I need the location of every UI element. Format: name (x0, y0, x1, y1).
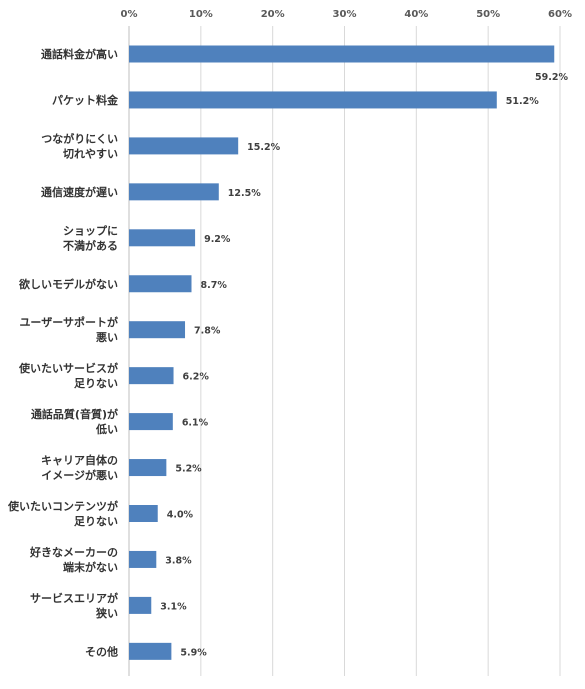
bar (129, 505, 158, 522)
data-label: 4.0% (167, 510, 194, 521)
category-label-line: つながりにくい (41, 131, 118, 145)
data-label: 8.7% (200, 280, 227, 291)
category-label-line: 好きなメーカーの (29, 545, 118, 559)
bar (129, 367, 174, 385)
category-label: 使いたいサービスが足りない (18, 361, 118, 390)
category-label: サービスエリアが狭い (30, 591, 118, 620)
data-label: 3.1% (160, 601, 187, 612)
x-tick-label: 20% (261, 9, 285, 20)
category-label: 通信速度が遅い (41, 185, 118, 199)
category-label: 使いたいコンテンツが足りない (7, 499, 118, 528)
bars (129, 45, 555, 660)
data-label: 6.2% (183, 372, 210, 383)
category-label-line: 通信速度が遅い (41, 185, 118, 199)
category-label-line: 足りない (74, 515, 118, 528)
data-label: 51.2% (506, 96, 539, 107)
category-label-line: キャリア自体の (41, 453, 118, 467)
data-labels: 59.2% 51.2% 15.2% 12.5% 9.2% 8.7% 7.8% 6.2% 6.1%… (160, 72, 568, 658)
category-label: 通話料金が高い (41, 47, 118, 61)
category-label: つながりにくい切れやすい (41, 131, 118, 160)
x-tick-label: 30% (333, 9, 357, 20)
category-label-line: 悪い (96, 331, 118, 344)
bar (129, 137, 239, 155)
category-label-line: 低い (95, 422, 118, 436)
data-label: 5.2% (175, 464, 202, 475)
category-label: 通話品質(音質)が低い (31, 407, 118, 436)
category-label: キャリア自体のイメージが悪い (41, 453, 118, 482)
category-label-line: 通話品質(音質)が (31, 407, 118, 421)
category-label: 欲しいモデルがない (18, 277, 118, 291)
bar (129, 275, 192, 293)
x-axis-ticks: 0% 10% 20% 30% 40% 50% 60% (121, 9, 572, 20)
category-label-line: 切れやすい (63, 147, 118, 160)
x-tick-label: 60% (548, 9, 572, 20)
category-label-line: 狭い (95, 606, 118, 620)
gridlines (128, 26, 561, 676)
bar (129, 459, 167, 477)
category-label-line: 使いたいサービスが (18, 361, 118, 375)
bar (129, 596, 152, 614)
category-label-line: 通話料金が高い (41, 47, 118, 61)
data-label: 5.9% (180, 647, 207, 658)
x-tick-label: 50% (476, 9, 500, 20)
category-label: その他 (85, 644, 118, 658)
category-label-line: 使いたいコンテンツが (7, 499, 118, 513)
category-label-line: パケット料金 (52, 93, 119, 107)
bar (129, 550, 157, 568)
bar (129, 91, 497, 109)
x-tick-label: 0% (121, 9, 138, 20)
category-label-line: ショップに (63, 223, 118, 237)
data-label: 9.2% (204, 234, 231, 245)
category-label-line: 足りない (74, 377, 118, 390)
data-label: 6.1% (182, 418, 209, 429)
category-label: 好きなメーカーの端末がない (29, 545, 118, 574)
bar (129, 321, 186, 339)
category-label-line: その他 (85, 644, 118, 658)
category-label: ユーザーサポートが悪い (19, 315, 118, 344)
category-label: パケット料金 (52, 93, 119, 107)
category-label-line: イメージが悪い (41, 468, 118, 482)
data-label: 7.8% (194, 326, 221, 337)
bar (129, 229, 196, 247)
x-tick-label: 10% (189, 9, 213, 20)
category-labels: 通話料金が高いパケット料金つながりにくい切れやすい通信速度が遅いショップに不満が… (7, 47, 119, 658)
data-label: 12.5% (228, 188, 261, 199)
bar (129, 183, 219, 201)
category-label-line: ユーザーサポートが (19, 315, 118, 329)
category-label-line: 端末がない (63, 560, 118, 574)
bar (129, 413, 173, 431)
x-tick-label: 40% (404, 9, 428, 20)
data-label: 3.8% (165, 555, 192, 566)
bar (129, 642, 172, 660)
category-label: ショップに不満がある (63, 223, 118, 252)
category-label-line: 不満がある (63, 238, 118, 252)
category-label-line: サービスエリアが (30, 591, 118, 605)
data-label: 15.2% (247, 142, 280, 153)
category-label-line: 欲しいモデルがない (18, 277, 118, 291)
bar (129, 45, 555, 63)
data-label: 59.2% (535, 72, 568, 83)
